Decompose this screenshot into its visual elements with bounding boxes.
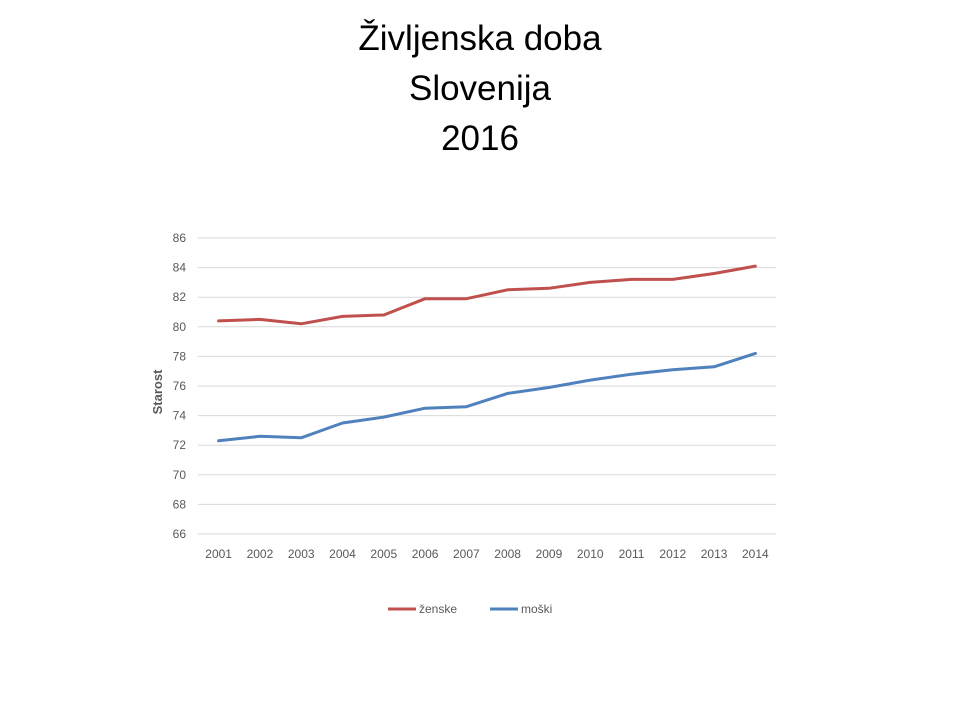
legend: ženske moški bbox=[388, 602, 552, 616]
x-tick-label: 2011 bbox=[619, 547, 645, 561]
y-tick-label: 78 bbox=[173, 349, 187, 363]
y-tick-label: 82 bbox=[173, 290, 187, 304]
y-tick-label: 66 bbox=[173, 527, 187, 541]
legend-label-2: moški bbox=[521, 602, 552, 616]
title-line-2: Slovenija bbox=[408, 69, 552, 108]
y-tick-label: 76 bbox=[173, 379, 187, 393]
slide-title: Življenska doba Slovenija 2016 bbox=[0, 14, 960, 164]
y-tick-label: 70 bbox=[173, 468, 187, 482]
x-axis-ticks: 2001 2002 2003 2004 2005 2006 2007 2008 2009 2010… bbox=[205, 547, 769, 561]
y-axis-ticks: 66 68 70 72 74 76 78 80 82 84 86 bbox=[173, 231, 187, 541]
x-tick-label: 2006 bbox=[412, 547, 439, 561]
title-line-3: 2016 bbox=[441, 119, 519, 158]
x-tick-label: 2007 bbox=[453, 547, 480, 561]
x-tick-label: 2008 bbox=[494, 547, 521, 561]
y-tick-label: 84 bbox=[173, 261, 187, 275]
x-tick-label: 2013 bbox=[701, 547, 728, 561]
x-tick-label: 2005 bbox=[370, 547, 397, 561]
legend-label-1: ženske bbox=[419, 602, 457, 616]
x-tick-label: 2010 bbox=[577, 547, 604, 561]
series-line-2 bbox=[217, 351, 757, 443]
y-tick-label: 80 bbox=[173, 320, 187, 334]
gridlines bbox=[198, 237, 776, 535]
y-tick-label: 86 bbox=[173, 231, 187, 245]
y-tick-label: 74 bbox=[173, 409, 187, 423]
x-tick-label: 2012 bbox=[659, 547, 686, 561]
x-tick-label: 2009 bbox=[536, 547, 563, 561]
y-tick-label: 72 bbox=[173, 438, 187, 452]
y-tick-label: 68 bbox=[173, 497, 187, 511]
x-tick-label: 2003 bbox=[288, 547, 315, 561]
title-line-1: Življenska doba bbox=[358, 19, 602, 58]
x-tick-label: 2002 bbox=[247, 547, 274, 561]
series-lines bbox=[217, 264, 757, 443]
x-tick-label: 2014 bbox=[742, 547, 769, 561]
x-tick-label: 2004 bbox=[329, 547, 356, 561]
y-axis-title: Starost bbox=[150, 369, 165, 414]
x-tick-label: 2001 bbox=[205, 547, 232, 561]
series-line-1 bbox=[217, 264, 757, 326]
